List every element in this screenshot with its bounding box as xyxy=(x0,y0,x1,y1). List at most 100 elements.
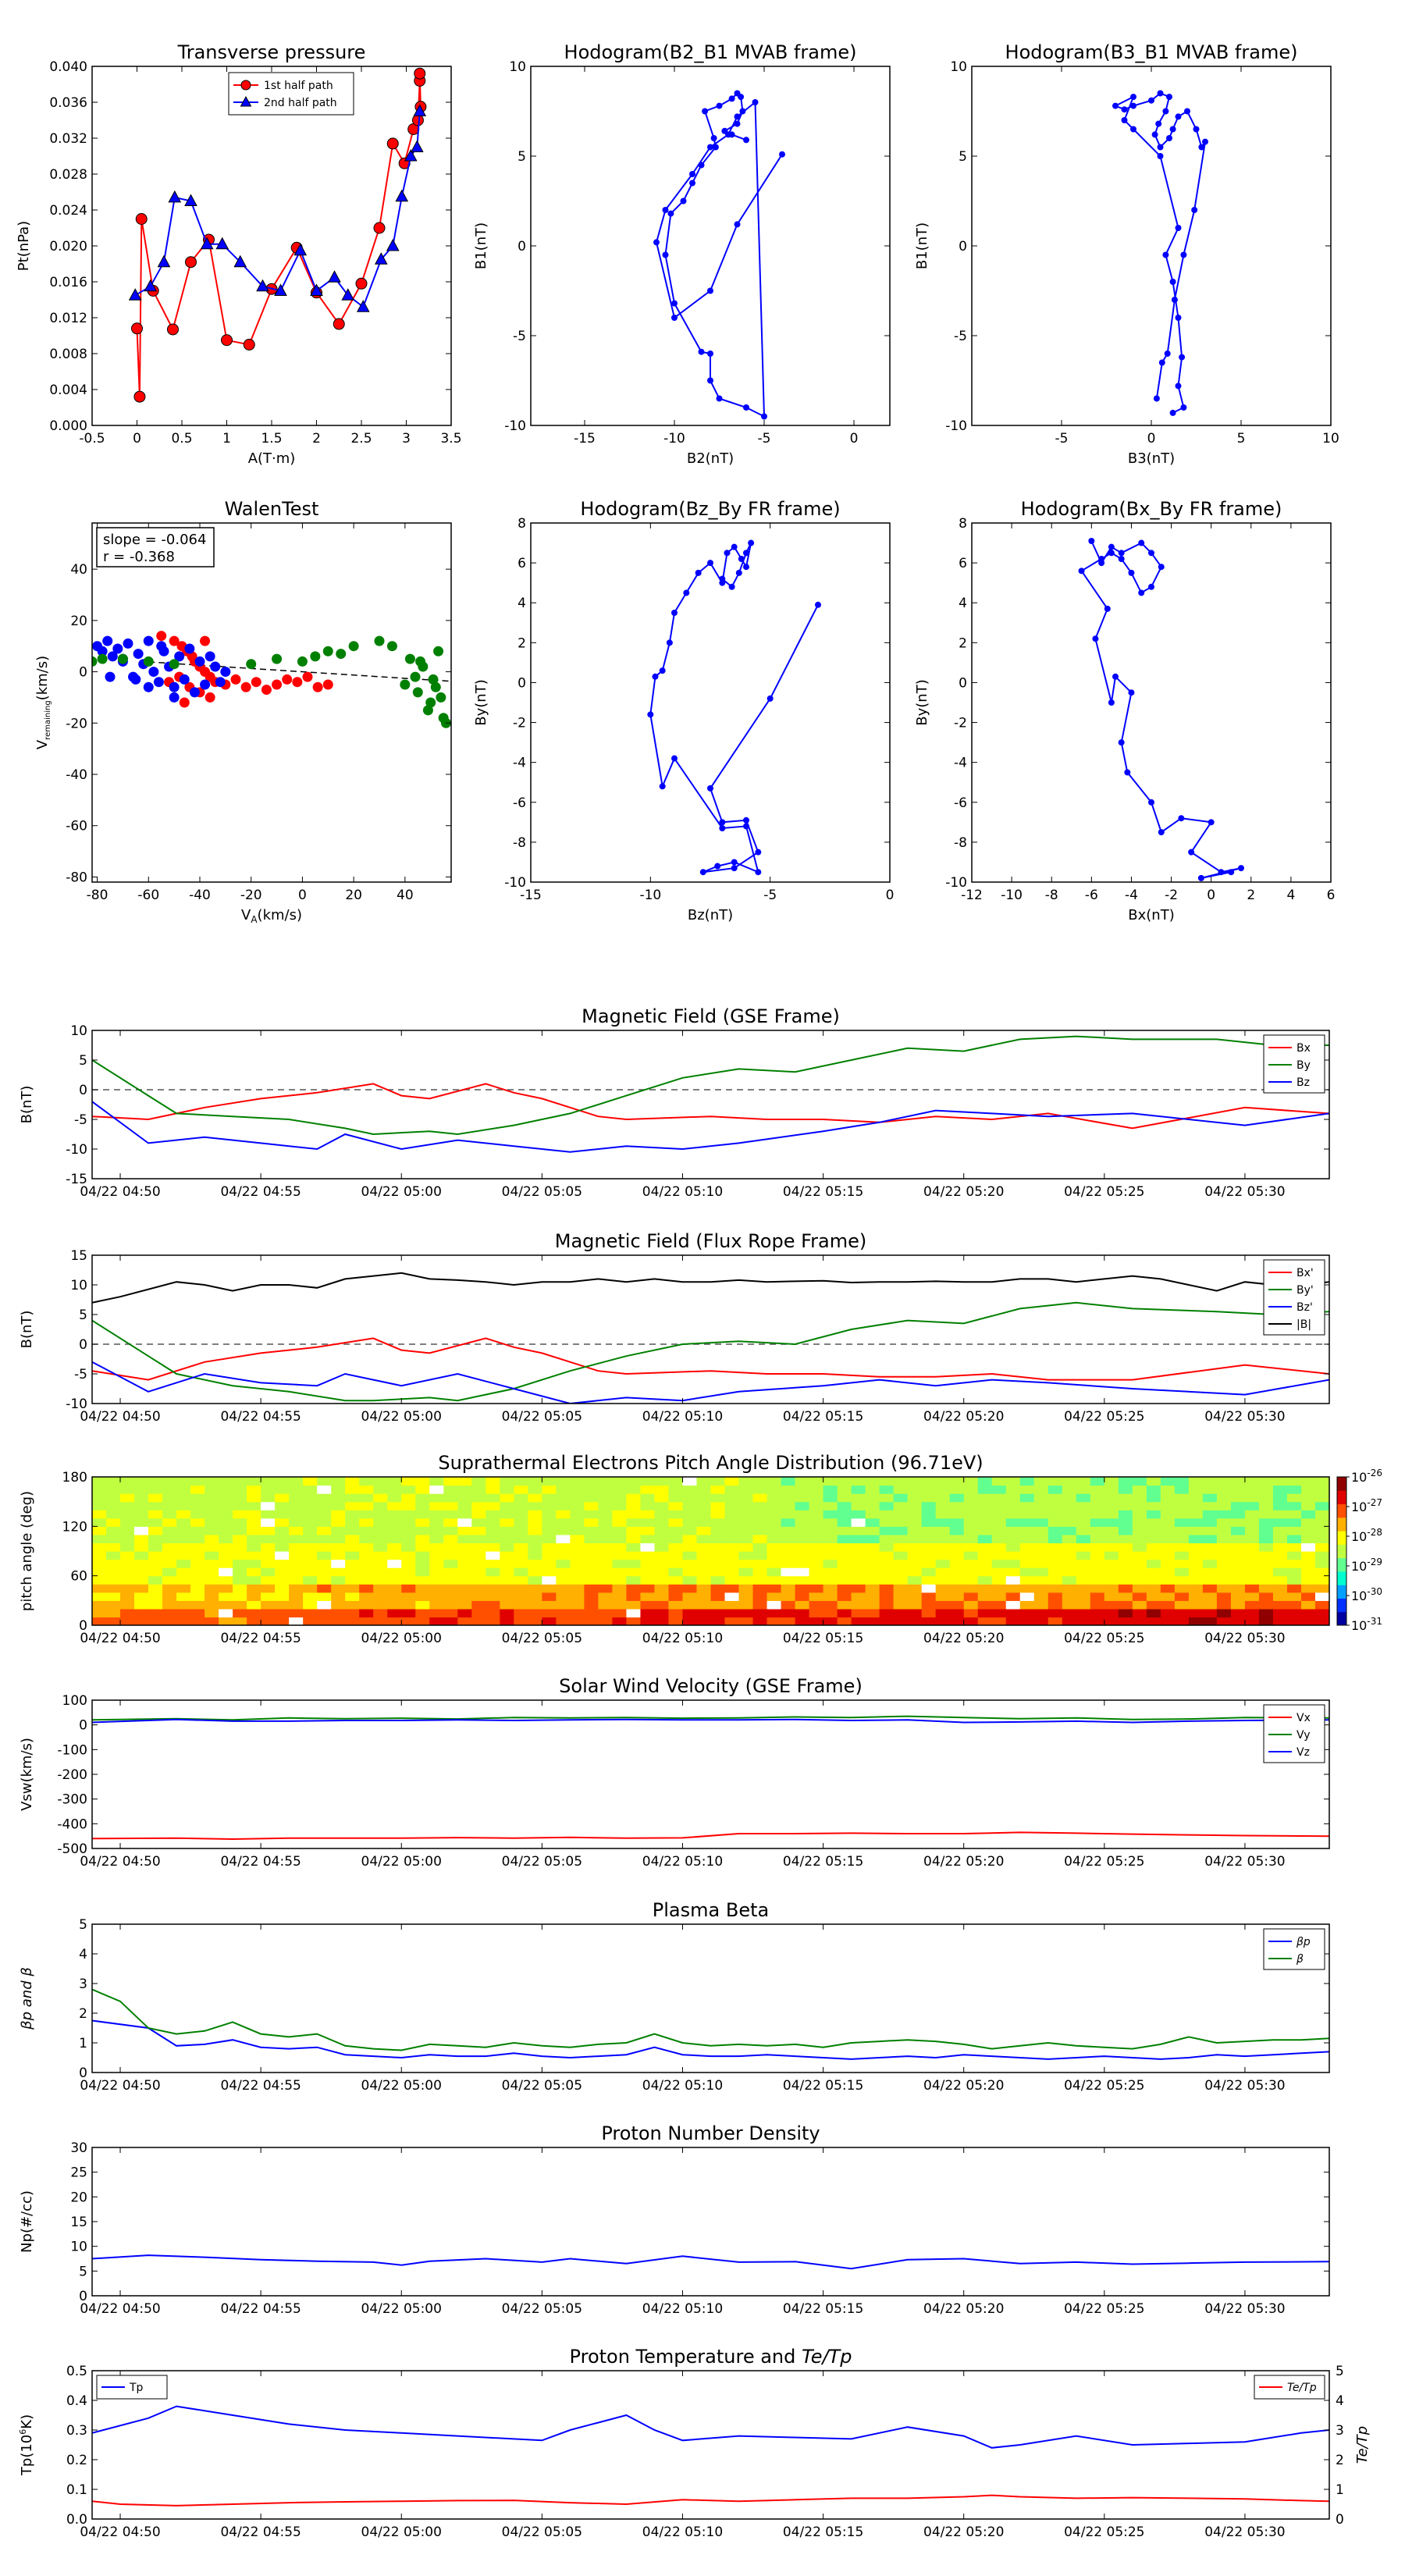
heatmap-cell xyxy=(1244,1493,1260,1503)
heatmap-cell xyxy=(752,1501,768,1510)
heatmap-cell xyxy=(710,1559,726,1568)
heatmap-cell xyxy=(1118,1592,1133,1601)
heatmap-cell xyxy=(1174,1477,1190,1486)
heatmap-cell xyxy=(345,1567,360,1577)
heatmap-cell xyxy=(1174,1542,1190,1552)
heatmap-cell xyxy=(190,1592,205,1601)
heatmap-cell xyxy=(387,1526,402,1535)
heatmap-cell xyxy=(1314,1526,1329,1535)
heatmap-cell xyxy=(921,1501,937,1510)
heatmap-cell xyxy=(752,1617,768,1625)
heatmap-cell xyxy=(977,1542,993,1552)
x-tick-label: 04/22 05:15 xyxy=(783,1184,863,1200)
heatmap-cell xyxy=(205,1517,219,1527)
heatmap-cell xyxy=(120,1584,135,1593)
heatmap-cell xyxy=(486,1477,500,1486)
y-axis-label: B1(nT) xyxy=(473,222,489,269)
y-tick-label: 15 xyxy=(70,2215,87,2230)
heatmap-cell xyxy=(1146,1493,1161,1503)
data-point xyxy=(436,692,446,703)
heatmap-cell xyxy=(219,1600,233,1610)
heatmap-cell xyxy=(1048,1534,1063,1544)
heatmap-cell xyxy=(1216,1617,1232,1625)
heatmap-cell xyxy=(851,1534,866,1544)
heatmap-cell xyxy=(1104,1600,1119,1610)
heatmap-cell xyxy=(387,1485,402,1494)
heatmap-cell xyxy=(738,1617,754,1625)
heatmap-cell xyxy=(682,1600,698,1610)
heatmap-cell xyxy=(500,1559,514,1568)
heatmap-cell xyxy=(640,1517,656,1527)
heatmap-cell xyxy=(1286,1517,1302,1527)
data-point xyxy=(707,377,713,384)
data-point xyxy=(1151,131,1158,138)
data-point xyxy=(767,695,774,702)
heatmap-cell xyxy=(1005,1534,1021,1544)
series-line-1st half path xyxy=(136,73,422,397)
heatmap-cell xyxy=(317,1617,332,1625)
heatmap-cell xyxy=(752,1493,768,1503)
heatmap-cell xyxy=(1076,1600,1091,1610)
y-tick-label: -2 xyxy=(513,716,526,731)
data-point xyxy=(310,283,323,296)
heatmap-cell xyxy=(542,1608,557,1618)
x-tick-label: 04/22 05:30 xyxy=(1204,1184,1285,1200)
heatmap-cell xyxy=(570,1542,585,1552)
heatmap-cell xyxy=(457,1510,472,1519)
heatmap-cell xyxy=(261,1584,276,1593)
heatmap-cell xyxy=(134,1501,149,1510)
label-sub: A xyxy=(251,914,258,925)
heatmap-cell xyxy=(570,1485,585,1494)
data-point xyxy=(1118,556,1125,562)
heatmap-cell xyxy=(471,1592,486,1601)
heatmap-cell xyxy=(823,1600,838,1610)
heatmap-cell xyxy=(387,1534,402,1544)
x-tick-label: 20 xyxy=(345,888,362,903)
heatmap-cell xyxy=(528,1600,542,1610)
heatmap-cell xyxy=(1258,1559,1274,1568)
heatmap-cell xyxy=(514,1584,528,1593)
heatmap-cell xyxy=(387,1559,402,1568)
x-tick-label: 2.5 xyxy=(350,431,372,447)
heatmap-cell xyxy=(443,1534,458,1544)
heatmap-cell xyxy=(359,1592,374,1601)
heatmap-cell xyxy=(851,1567,866,1577)
heatmap-cell xyxy=(331,1510,346,1519)
heatmap-cell xyxy=(1286,1493,1302,1503)
data-point xyxy=(230,674,241,685)
heatmap-cell xyxy=(654,1485,670,1494)
heatmap-cell xyxy=(612,1542,628,1552)
heatmap-cell xyxy=(289,1501,304,1510)
data-point xyxy=(374,635,385,646)
x-tick-label: 04/22 04:50 xyxy=(80,2524,160,2540)
heatmap-cell xyxy=(879,1600,895,1610)
tick-exponent: -28 xyxy=(1367,1527,1382,1538)
heatmap-cell xyxy=(471,1608,486,1618)
heatmap-cell xyxy=(640,1600,656,1610)
heatmap-cell xyxy=(1076,1477,1091,1486)
heatmap-cell xyxy=(949,1485,965,1494)
heatmap-cell xyxy=(893,1493,909,1503)
y-tick-label: 120 xyxy=(62,1519,87,1535)
heatmap-cell xyxy=(514,1526,528,1535)
heatmap-cell xyxy=(1314,1575,1329,1585)
y-tick-label: 2 xyxy=(518,635,526,651)
heatmap-cell xyxy=(1118,1584,1133,1593)
heatmap-cell xyxy=(1160,1510,1176,1519)
data-point xyxy=(714,863,721,870)
heatmap-cell xyxy=(261,1501,276,1510)
heatmap-cell xyxy=(233,1592,247,1601)
heatmap-cell xyxy=(1258,1534,1274,1544)
heatmap-cell xyxy=(795,1485,810,1494)
heatmap-cell xyxy=(1174,1567,1190,1577)
heatmap-cell xyxy=(556,1526,571,1535)
heatmap-cell xyxy=(1160,1493,1176,1503)
heatmap-cell xyxy=(359,1526,374,1535)
y-tick-label: 0 xyxy=(959,239,967,254)
data-point xyxy=(233,254,247,268)
heatmap-cell xyxy=(991,1485,1007,1494)
heatmap-cell xyxy=(1286,1534,1302,1544)
heatmap-cell xyxy=(1286,1584,1302,1593)
heatmap-cell xyxy=(907,1542,923,1552)
heatmap-cell xyxy=(865,1551,880,1560)
